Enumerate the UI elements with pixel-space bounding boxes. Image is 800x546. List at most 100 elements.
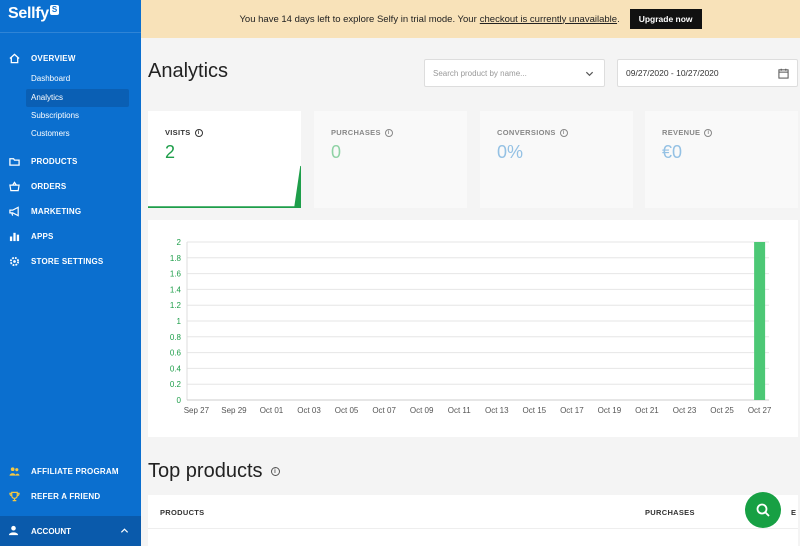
sidebar-item-label: STORE SETTINGS xyxy=(31,256,104,266)
people-icon xyxy=(8,465,20,477)
info-icon[interactable]: i xyxy=(270,467,280,476)
y-tick-label: 0 xyxy=(177,396,182,405)
metric-label: CONVERSIONS i xyxy=(497,128,568,137)
column-header-products[interactable]: PRODUCTS xyxy=(160,508,205,517)
sidebar-item-label: ORDERS xyxy=(31,181,67,191)
x-tick-label: Oct 07 xyxy=(372,406,396,415)
metric-label: VISITS i xyxy=(165,128,203,137)
bar xyxy=(754,242,766,400)
sidebar-subitem-subscriptions[interactable]: Subscriptions xyxy=(31,111,80,120)
apps-icon xyxy=(8,230,20,242)
y-tick-label: 1.8 xyxy=(170,254,182,263)
sidebar-item-label: MARKETING xyxy=(31,206,82,216)
account-menu[interactable]: ACCOUNT xyxy=(0,516,141,546)
sidebar-item-label: PRODUCTS xyxy=(31,156,78,166)
y-tick-label: 0.6 xyxy=(170,349,182,358)
metric-value: 2 xyxy=(165,142,176,162)
sidebar-item-affiliate[interactable]: AFFILIATE PROGRAM xyxy=(0,461,141,481)
visits-sparkline xyxy=(148,165,301,208)
info-icon[interactable]: i xyxy=(704,128,713,137)
info-icon[interactable]: i xyxy=(194,128,203,137)
logo[interactable]: Sellfy S xyxy=(8,5,59,23)
x-tick-label: Sep 27 xyxy=(184,406,210,415)
x-tick-label: Oct 27 xyxy=(748,406,772,415)
top-products-table: PRODUCTS PURCHASES E xyxy=(148,495,798,546)
search-placeholder: Search product by name... xyxy=(433,68,527,78)
checkout-link[interactable]: checkout is currently unavailable xyxy=(479,13,618,25)
banner-period: . xyxy=(617,13,620,25)
top-products-title: Top products i xyxy=(148,460,280,483)
sidebar-item-label: AFFILIATE PROGRAM xyxy=(31,466,119,476)
column-header-revenue[interactable]: E xyxy=(791,508,797,517)
metric-label-text: VISITS xyxy=(165,128,191,137)
sidebar-subitem-dashboard[interactable]: Dashboard xyxy=(31,74,71,83)
info-icon[interactable]: i xyxy=(384,128,393,137)
section-title-text: Top products xyxy=(148,460,263,482)
sidebar-item-overview[interactable]: OVERVIEW xyxy=(0,48,141,68)
sidebar-item-label: OVERVIEW xyxy=(31,53,76,63)
date-range-value: 09/27/2020 - 10/27/2020 xyxy=(626,68,719,78)
x-tick-label: Oct 13 xyxy=(485,406,509,415)
home-icon xyxy=(8,52,20,64)
sidebar-subitem-customers[interactable]: Customers xyxy=(31,129,70,138)
help-chat-button[interactable] xyxy=(745,492,781,528)
logo-badge: S xyxy=(49,5,59,15)
date-range-picker[interactable]: 09/27/2020 - 10/27/2020 xyxy=(617,59,798,87)
sidebar-item-products[interactable]: PRODUCTS xyxy=(0,151,141,171)
y-tick-label: 0.4 xyxy=(170,364,182,373)
y-tick-label: 1 xyxy=(177,317,182,326)
chart-canvas: 0 0.2 0.4 0.6 0.8 1 1.2 1.4 1.6 1.8 2 Sep 27 Sep 29 O… xyxy=(170,238,772,415)
chevron-up-icon xyxy=(120,526,129,537)
x-tick-label: Oct 23 xyxy=(673,406,697,415)
sidebar-item-refer[interactable]: REFER A FRIEND xyxy=(0,486,141,506)
calendar-icon xyxy=(778,68,789,81)
x-tick-label: Oct 21 xyxy=(635,406,659,415)
trial-banner: You have 14 days left to explore Selfy i… xyxy=(141,0,800,38)
y-tick-label: 0.2 xyxy=(170,380,182,389)
user-icon xyxy=(8,525,20,537)
info-icon[interactable]: i xyxy=(559,128,568,137)
x-tick-label: Oct 11 xyxy=(448,406,472,415)
folder-icon xyxy=(8,155,20,167)
metric-label: REVENUE i xyxy=(662,128,713,137)
metric-label: PURCHASES i xyxy=(331,128,393,137)
metric-value: 0 xyxy=(331,142,342,162)
sidebar-subitem-analytics[interactable]: Analytics xyxy=(26,89,129,107)
visits-chart: 0 0.2 0.4 0.6 0.8 1 1.2 1.4 1.6 1.8 2 Sep 27 Sep 29 O… xyxy=(148,220,798,437)
logo-text: Sellfy xyxy=(8,5,49,22)
sidebar-item-label: REFER A FRIEND xyxy=(31,491,101,501)
upgrade-button[interactable]: Upgrade now xyxy=(629,9,702,29)
x-tick-label: Oct 17 xyxy=(560,406,584,415)
x-tick-label: Oct 19 xyxy=(598,406,622,415)
y-tick-label: 2 xyxy=(177,238,182,247)
x-tick-label: Sep 29 xyxy=(221,406,247,415)
y-tick-label: 1.2 xyxy=(170,301,182,310)
trophy-icon xyxy=(8,490,20,502)
chevron-down-icon xyxy=(585,69,594,80)
gear-icon xyxy=(8,255,20,267)
product-search-select[interactable]: Search product by name... xyxy=(424,59,605,87)
x-tick-label: Oct 25 xyxy=(710,406,734,415)
metric-label-text: PURCHASES xyxy=(331,128,381,137)
page-title: Analytics xyxy=(148,60,229,82)
sidebar-item-apps[interactable]: APPS xyxy=(0,226,141,246)
column-header-purchases[interactable]: PURCHASES xyxy=(645,508,695,517)
metric-card-visits[interactable]: VISITS i 2 xyxy=(148,111,301,208)
y-tick-label: 0.8 xyxy=(170,333,182,342)
metric-card-conversions[interactable]: CONVERSIONS i 0% xyxy=(480,111,633,208)
metric-card-purchases[interactable]: PURCHASES i 0 xyxy=(314,111,467,208)
sidebar-item-marketing[interactable]: MARKETING xyxy=(0,201,141,221)
sidebar-item-store-settings[interactable]: STORE SETTINGS xyxy=(0,251,141,271)
sidebar-item-label: APPS xyxy=(31,231,54,241)
x-tick-label: Oct 03 xyxy=(297,406,321,415)
metric-card-revenue[interactable]: REVENUE i €0 xyxy=(645,111,798,208)
divider xyxy=(148,528,798,529)
x-tick-label: Oct 15 xyxy=(523,406,547,415)
search-icon xyxy=(755,502,771,518)
y-tick-label: 1.4 xyxy=(170,285,182,294)
divider xyxy=(0,32,141,33)
metric-value: €0 xyxy=(662,142,683,162)
basket-icon xyxy=(8,180,20,192)
sidebar-item-orders[interactable]: ORDERS xyxy=(0,176,141,196)
metric-label-text: REVENUE xyxy=(662,128,701,137)
